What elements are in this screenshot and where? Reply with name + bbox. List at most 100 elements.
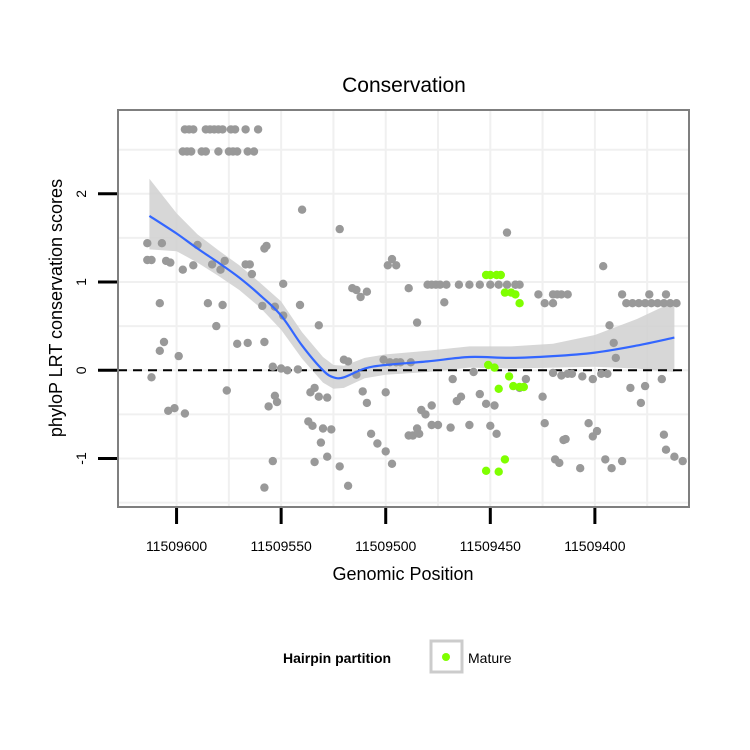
data-point-other bbox=[147, 373, 156, 382]
data-point-other bbox=[442, 280, 451, 289]
data-point-other bbox=[207, 260, 217, 269]
data-point-other bbox=[576, 464, 585, 473]
confidence-band bbox=[149, 178, 675, 389]
data-point-other bbox=[348, 284, 357, 293]
data-point-other bbox=[170, 404, 179, 413]
data-point-other bbox=[387, 459, 397, 468]
y-axis-ticks: -1 0 1 2 bbox=[73, 190, 117, 465]
x-tick-label: 11509400 bbox=[564, 538, 625, 554]
data-point-mature bbox=[509, 381, 518, 391]
data-point-other bbox=[611, 353, 620, 363]
data-point-other bbox=[486, 421, 495, 430]
data-point-other bbox=[379, 355, 388, 364]
data-point-other bbox=[233, 339, 242, 348]
data-point-other bbox=[201, 147, 210, 156]
y-tick-label: 1 bbox=[73, 278, 89, 286]
data-point-other bbox=[557, 290, 566, 299]
x-axis-title: Genomic Position bbox=[332, 564, 473, 584]
data-point-mature bbox=[515, 299, 524, 308]
data-point-mature bbox=[490, 363, 499, 372]
data-point-other bbox=[268, 362, 277, 371]
data-point-other bbox=[511, 280, 520, 289]
data-point-other bbox=[640, 381, 650, 391]
data-point-other bbox=[216, 265, 225, 274]
data-point-other bbox=[189, 125, 198, 134]
data-point-other bbox=[421, 410, 430, 419]
data-point-other bbox=[415, 429, 424, 438]
x-axis-ticks: 11509600 11509550 11509500 11509450 11509400 bbox=[146, 508, 626, 554]
data-point-other bbox=[599, 262, 608, 271]
data-point-other bbox=[189, 261, 198, 270]
data-point-other bbox=[362, 398, 372, 408]
data-point-other bbox=[335, 462, 344, 471]
data-point-other bbox=[597, 369, 606, 378]
data-point-other bbox=[433, 420, 443, 430]
data-point-other bbox=[212, 321, 221, 331]
data-point-other bbox=[534, 290, 543, 299]
data-point-other bbox=[465, 420, 474, 430]
data-point-other bbox=[180, 409, 190, 418]
legend-title: Hairpin partition bbox=[283, 650, 391, 666]
data-point-other bbox=[247, 269, 257, 279]
data-point-other bbox=[295, 300, 305, 310]
data-point-other bbox=[157, 239, 167, 248]
data-point-other bbox=[272, 397, 282, 407]
data-point-other bbox=[412, 318, 422, 327]
data-point-other bbox=[678, 456, 687, 466]
data-point-other bbox=[318, 424, 328, 433]
data-point-other bbox=[628, 299, 637, 308]
data-point-other bbox=[314, 392, 323, 401]
data-point-other bbox=[588, 374, 597, 384]
data-point-other bbox=[502, 280, 512, 289]
data-point-other bbox=[203, 299, 213, 308]
data-point-mature bbox=[500, 288, 510, 297]
y-axis-title: phyloP LRT conservation scores bbox=[46, 179, 66, 437]
data-point-other bbox=[661, 290, 671, 299]
data-point-mature bbox=[496, 270, 505, 280]
data-point-other bbox=[260, 483, 269, 492]
data-point-other bbox=[243, 338, 252, 348]
data-point-other bbox=[538, 392, 547, 401]
data-point-other bbox=[563, 290, 572, 299]
data-point-other bbox=[548, 299, 558, 308]
data-point-other bbox=[392, 261, 401, 270]
data-point-other bbox=[387, 254, 397, 264]
data-point-other bbox=[241, 125, 250, 134]
data-point-other bbox=[494, 280, 503, 289]
data-point-other bbox=[601, 455, 610, 464]
confidence-band-group bbox=[149, 178, 675, 389]
data-point-other bbox=[233, 147, 242, 156]
data-point-other bbox=[634, 299, 643, 308]
data-point-other bbox=[440, 298, 449, 307]
data-point-other bbox=[645, 290, 654, 299]
data-point-other bbox=[314, 321, 323, 330]
data-point-mature bbox=[500, 455, 510, 464]
data-point-other bbox=[343, 357, 353, 366]
data-point-other bbox=[578, 372, 587, 381]
data-point-other bbox=[446, 423, 455, 432]
data-point-other bbox=[427, 401, 436, 410]
data-point-other bbox=[456, 392, 466, 401]
data-point-other bbox=[230, 125, 240, 134]
data-point-other bbox=[159, 337, 169, 347]
data-point-other bbox=[214, 147, 223, 156]
data-point-other bbox=[293, 365, 303, 374]
legend: Hairpin partition Mature bbox=[283, 639, 512, 674]
points-mature-group bbox=[481, 270, 528, 476]
plot-panel-border bbox=[117, 109, 690, 508]
data-point-other bbox=[454, 280, 464, 289]
data-point-other bbox=[647, 299, 656, 308]
data-point-other bbox=[327, 425, 336, 434]
data-point-other bbox=[366, 429, 376, 438]
data-point-other bbox=[435, 280, 445, 289]
data-point-other bbox=[659, 430, 669, 439]
data-point-other bbox=[540, 299, 549, 308]
data-point-other bbox=[670, 452, 679, 461]
data-point-other bbox=[335, 224, 344, 234]
data-point-other bbox=[381, 447, 390, 456]
data-point-mature bbox=[484, 360, 493, 370]
data-point-other bbox=[258, 301, 267, 311]
data-point-other bbox=[672, 299, 681, 308]
data-point-other bbox=[481, 399, 491, 408]
